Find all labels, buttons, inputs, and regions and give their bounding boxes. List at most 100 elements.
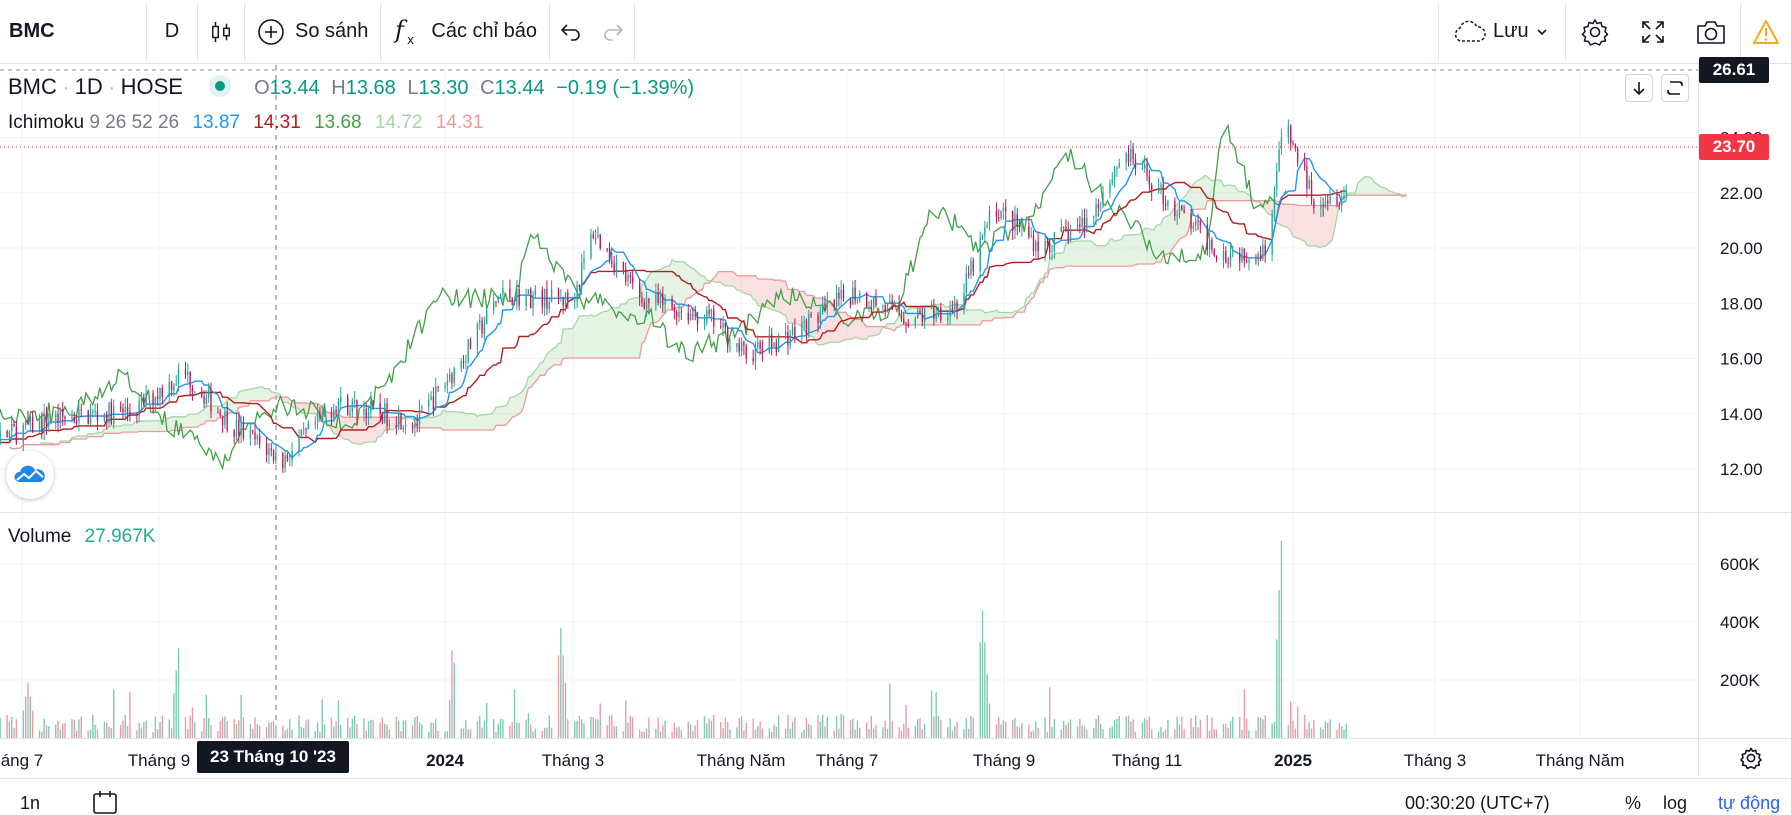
cloud-segment bbox=[1369, 176, 1372, 196]
candle-body bbox=[492, 301, 495, 311]
ichimoku-legend[interactable]: Ichimoku 9 26 52 26 13.87 14.31 13.68 14… bbox=[8, 112, 483, 134]
volume-bar bbox=[314, 731, 316, 738]
volume-bar bbox=[1141, 722, 1144, 738]
cloud-segment bbox=[1049, 253, 1057, 270]
clock-display[interactable]: 00:30:20 (UTC+7) bbox=[1405, 793, 1550, 813]
svg-text:x: x bbox=[407, 33, 414, 47]
time-axis-settings-button[interactable] bbox=[1735, 742, 1767, 774]
cloud-segment bbox=[440, 410, 443, 430]
candle-body bbox=[564, 292, 567, 306]
settings-button[interactable] bbox=[1566, 0, 1624, 64]
cloud-segment bbox=[477, 414, 480, 430]
percent-toggle[interactable]: % bbox=[1625, 793, 1642, 813]
cloud-segment bbox=[530, 367, 538, 388]
cloud-segment bbox=[1130, 234, 1138, 267]
candle-body bbox=[404, 424, 407, 428]
auto-toggle[interactable]: tự động bbox=[1718, 793, 1781, 813]
high-value: 13.68 bbox=[345, 77, 396, 99]
candle-body bbox=[89, 413, 92, 424]
cloud-segment bbox=[475, 414, 478, 430]
legend-symbol[interactable]: BMC bbox=[8, 74, 57, 99]
candle-body bbox=[249, 430, 252, 438]
time-tick-label: áng 7 bbox=[1, 751, 44, 770]
collapse-pane-button[interactable] bbox=[1625, 74, 1653, 102]
candle-body bbox=[1035, 241, 1037, 252]
candle-body bbox=[386, 403, 388, 426]
candle-body bbox=[546, 288, 548, 309]
candle-body bbox=[80, 409, 82, 411]
volume-legend[interactable]: Volume 27.967K bbox=[8, 526, 155, 548]
save-layout-button[interactable]: Lưu bbox=[1439, 0, 1565, 64]
candle-body bbox=[1340, 198, 1343, 205]
candle-body bbox=[659, 293, 662, 304]
compare-button[interactable]: So sánh bbox=[245, 0, 380, 64]
log-toggle[interactable]: log bbox=[1663, 793, 1688, 813]
cloud-segment bbox=[741, 275, 749, 295]
volume-bar bbox=[787, 714, 789, 738]
candle-body bbox=[497, 299, 499, 302]
cloud-segment bbox=[1061, 252, 1064, 268]
cloud-segment bbox=[255, 386, 262, 401]
candle-body bbox=[794, 327, 796, 338]
candle-body bbox=[673, 307, 676, 312]
cloud-segment bbox=[498, 406, 506, 426]
candle-body bbox=[1018, 226, 1021, 228]
cloud-segment bbox=[139, 421, 142, 432]
symbol-legend: BMC · 1D · HOSE O13.44 H13.68 L13.30 C13… bbox=[8, 74, 695, 99]
calendar-icon[interactable] bbox=[92, 789, 118, 815]
candle-body bbox=[833, 300, 835, 307]
volume-bar bbox=[1345, 723, 1347, 738]
symbol-search-button[interactable]: BMC bbox=[9, 20, 55, 42]
snapshot-button[interactable] bbox=[1682, 0, 1740, 64]
redo-button[interactable] bbox=[592, 0, 634, 64]
candle-body bbox=[532, 294, 534, 309]
cloud-segment bbox=[570, 328, 573, 359]
undo-button[interactable] bbox=[550, 0, 592, 64]
range-button[interactable]: 1n bbox=[20, 793, 41, 813]
volume-bar bbox=[1287, 725, 1290, 738]
volume-bar bbox=[251, 728, 254, 738]
market-status-dot[interactable] bbox=[208, 75, 231, 97]
cloud-segment bbox=[345, 417, 348, 440]
volume-bar bbox=[22, 710, 25, 738]
broker-logo[interactable] bbox=[6, 451, 54, 499]
volume-bar bbox=[1016, 726, 1018, 738]
indicators-button[interactable]: f x Các chỉ báo bbox=[381, 0, 549, 64]
cloud-segment bbox=[790, 289, 798, 324]
chart-area[interactable]: 28.0024.0022.0020.0018.0016.0014.0012.00… bbox=[0, 65, 1791, 776]
save-label: Lưu bbox=[1493, 20, 1529, 42]
warning-button[interactable] bbox=[1741, 0, 1791, 64]
candle-body bbox=[594, 237, 597, 239]
candle-body bbox=[1271, 213, 1273, 255]
cloud-segment bbox=[1072, 241, 1076, 267]
chart-type-button[interactable] bbox=[198, 0, 244, 64]
candle-body bbox=[1324, 200, 1327, 208]
volume-bar bbox=[849, 720, 852, 738]
cloud-segment bbox=[1126, 235, 1129, 267]
price-tick-label: 16.00 bbox=[1720, 350, 1763, 369]
interval-button[interactable]: D bbox=[147, 0, 197, 64]
volume-bar bbox=[745, 722, 747, 738]
chart-canvas[interactable]: 28.0024.0022.0020.0018.0016.0014.0012.00… bbox=[0, 65, 1791, 776]
volume-bar bbox=[722, 728, 724, 738]
volume-bar bbox=[940, 719, 942, 738]
candle-body bbox=[397, 413, 400, 428]
volume-bar bbox=[1032, 730, 1035, 738]
cloud-segment bbox=[234, 397, 237, 413]
volume-bar bbox=[988, 703, 991, 738]
redo-icon bbox=[604, 23, 624, 41]
volume-bar bbox=[898, 727, 900, 738]
candle-body bbox=[1336, 196, 1338, 205]
candle-body bbox=[940, 307, 942, 321]
volume-bar bbox=[201, 731, 203, 738]
candle-body bbox=[48, 422, 50, 427]
fullscreen-button[interactable] bbox=[1624, 0, 1682, 64]
volume-bar bbox=[224, 716, 226, 738]
cloud-segment bbox=[1381, 186, 1384, 196]
cloud-segment bbox=[447, 411, 450, 430]
candle-body bbox=[947, 317, 949, 321]
candle-body bbox=[1206, 224, 1208, 250]
candle-body bbox=[483, 324, 486, 334]
maximize-pane-button[interactable] bbox=[1661, 74, 1689, 102]
volume-bar bbox=[6, 714, 8, 738]
